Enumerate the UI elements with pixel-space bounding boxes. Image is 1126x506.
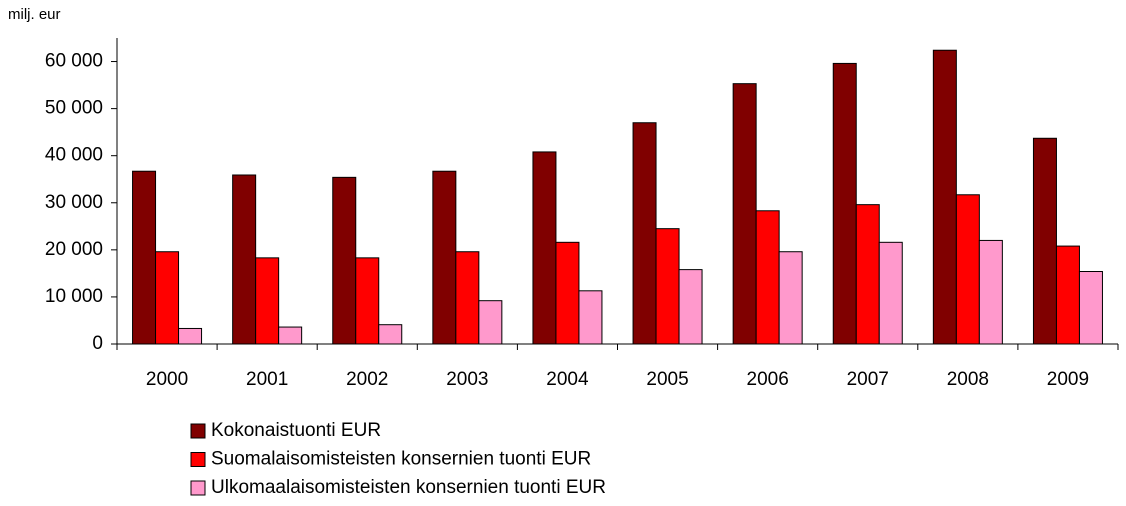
bar	[232, 174, 257, 345]
x-tick-label: 2000	[146, 369, 188, 390]
bar	[655, 228, 680, 345]
y-tick-label: 50 000	[45, 98, 103, 119]
bar	[178, 327, 203, 345]
legend-swatch	[190, 480, 206, 496]
x-tick-label: 2003	[446, 369, 488, 390]
bar	[632, 122, 657, 345]
bar	[978, 239, 1003, 345]
bar	[732, 83, 757, 345]
y-tick-label: 0	[92, 333, 103, 354]
legend-label: Ulkomaalaisomisteisten konsernien tuonti…	[211, 477, 606, 498]
bar	[955, 194, 980, 345]
bar	[155, 251, 180, 345]
y-tick-label: 20 000	[45, 239, 103, 260]
x-tick-label: 2009	[1047, 369, 1089, 390]
y-tick-label: 40 000	[45, 145, 103, 166]
bar	[1032, 137, 1057, 345]
x-tick-label: 2004	[546, 369, 589, 390]
bar	[1078, 271, 1103, 345]
bar	[355, 257, 380, 345]
bar	[878, 241, 903, 345]
x-tick-label: 2007	[847, 369, 889, 390]
bar	[1055, 245, 1080, 345]
bar	[378, 324, 403, 345]
y-tick-label: 30 000	[45, 192, 103, 213]
legend-swatch	[190, 452, 206, 467]
bar	[532, 151, 557, 345]
bar	[778, 251, 803, 345]
bar	[555, 241, 580, 345]
bar	[855, 204, 880, 345]
bar	[932, 49, 957, 345]
x-tick-label: 2001	[246, 369, 288, 390]
bar	[678, 269, 703, 345]
x-tick-label: 2008	[947, 369, 989, 390]
bar	[455, 251, 480, 345]
x-tick-label: 2006	[747, 369, 789, 390]
bar	[278, 326, 303, 345]
bar	[255, 257, 280, 345]
bar	[432, 170, 457, 345]
legend-label: Suomalaisomisteisten konsernien tuonti E…	[211, 449, 591, 470]
legend-label: Kokonaistuonti EUR	[211, 420, 381, 441]
x-tick-label: 2005	[646, 369, 688, 390]
legend-swatch	[190, 423, 206, 439]
bar	[332, 176, 357, 345]
y-axis-label: milj. eur	[8, 6, 61, 23]
bar	[478, 300, 503, 345]
y-tick-label: 60 000	[45, 51, 103, 72]
bar	[755, 210, 780, 345]
bar	[132, 170, 157, 345]
bar	[832, 62, 857, 345]
x-tick-label: 2002	[346, 369, 388, 390]
y-tick-label: 10 000	[45, 286, 103, 307]
bar	[578, 290, 603, 345]
